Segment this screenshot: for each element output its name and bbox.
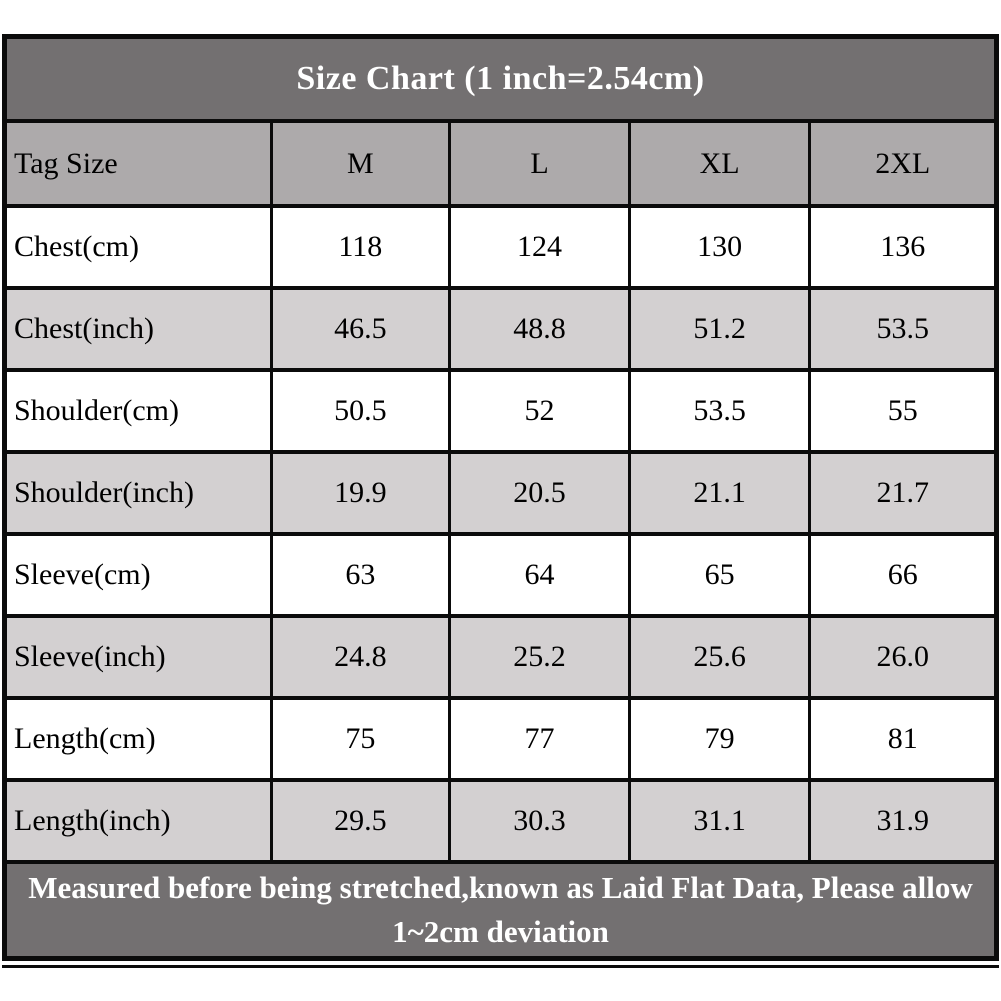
cell-value: 79 [627,700,809,778]
cell-value: 21.7 [808,454,994,532]
cell-value: 55 [808,372,994,450]
table-row-shoulder-inch: Shoulder(inch) 19.9 20.5 21.1 21.7 [7,450,994,532]
column-header-xl: XL [627,123,809,204]
cell-value: 136 [808,208,994,286]
cell-value: 20.5 [448,454,628,532]
cell-value: 63 [269,536,449,614]
column-header-2xl: 2XL [808,123,994,204]
table-row-chest-cm: Chest(cm) 118 124 130 136 [7,204,994,286]
row-label: Length(inch) [14,804,171,837]
cell-value: 81 [808,700,994,778]
row-label: Chest(inch) [14,312,154,345]
cell-value: 75 [269,700,449,778]
row-label: Shoulder(cm) [14,394,179,427]
column-header-l: L [448,123,628,204]
cell-value: 52 [448,372,628,450]
cell-value: 26.0 [808,618,994,696]
cell-value: 51.2 [627,290,809,368]
table-row-length-cm: Length(cm) 75 77 79 81 [7,696,994,778]
row-label: Sleeve(cm) [14,558,151,591]
cell-value: 25.2 [448,618,628,696]
cell-value: 65 [627,536,809,614]
cell-value: 46.5 [269,290,449,368]
table-title: Size Chart (1 inch=2.54cm) [7,39,994,119]
bottom-double-border [2,965,999,968]
cell-value: 64 [448,536,628,614]
table-row-sleeve-inch: Sleeve(inch) 24.8 25.2 25.6 26.0 [7,614,994,696]
cell-value: 50.5 [269,372,449,450]
row-label: Chest(cm) [14,230,139,263]
row-label: Length(cm) [14,722,156,755]
cell-value: 48.8 [448,290,628,368]
cell-value: 30.3 [448,782,628,860]
cell-value: 53.5 [627,372,809,450]
cell-value: 24.8 [269,618,449,696]
table-row-chest-inch: Chest(inch) 46.5 48.8 51.2 53.5 [7,286,994,368]
header-row: Tag Size M L XL 2XL [7,119,994,204]
table-row-sleeve-cm: Sleeve(cm) 63 64 65 66 [7,532,994,614]
column-header-m: M [269,123,449,204]
cell-value: 19.9 [269,454,449,532]
cell-value: 66 [808,536,994,614]
cell-value: 29.5 [269,782,449,860]
cell-value: 118 [269,208,449,286]
row-label: Sleeve(inch) [14,640,166,673]
cell-value: 130 [627,208,809,286]
cell-value: 53.5 [808,290,994,368]
cell-value: 21.1 [627,454,809,532]
size-chart-table: Size Chart (1 inch=2.54cm) Tag Size M L … [2,34,999,961]
cell-value: 77 [448,700,628,778]
table-row-shoulder-cm: Shoulder(cm) 50.5 52 53.5 55 [7,368,994,450]
table-row-length-inch: Length(inch) 29.5 30.3 31.1 31.9 [7,778,994,860]
cell-value: 124 [448,208,628,286]
table-footer-note: Measured before being stretched,known as… [7,860,994,956]
row-label: Shoulder(inch) [14,476,194,509]
column-header-tag-size: Tag Size [14,146,118,180]
cell-value: 31.9 [808,782,994,860]
cell-value: 25.6 [627,618,809,696]
cell-value: 31.1 [627,782,809,860]
